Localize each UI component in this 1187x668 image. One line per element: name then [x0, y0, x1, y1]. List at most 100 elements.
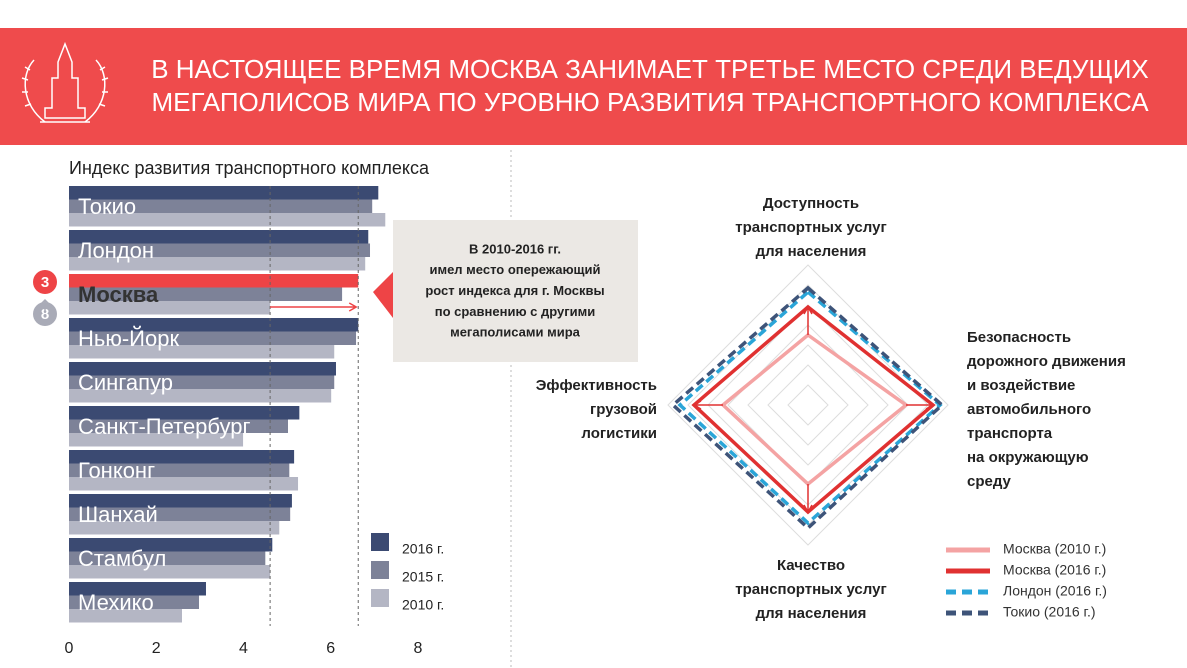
- radar-line: [670, 285, 945, 531]
- bar: [69, 362, 336, 376]
- annotation-text: по сравнению с другими: [435, 304, 596, 319]
- change-arrow: [803, 305, 813, 335]
- chart-title: Индекс развития транспортного комплекса: [69, 158, 430, 178]
- category-label: Токио: [78, 194, 136, 219]
- category-label: Сингапур: [78, 370, 173, 395]
- legend-label: 2015 г.: [402, 569, 444, 585]
- rank-badge: [33, 302, 57, 326]
- axis-label: Доступность: [763, 195, 859, 212]
- axis-label: и воздействие: [967, 377, 1075, 394]
- x-tick-label: 6: [326, 640, 335, 657]
- grid-ring: [767, 364, 849, 446]
- radar-line: [677, 289, 943, 526]
- legend-label: Токио (2016 г.): [1003, 604, 1096, 620]
- rank-badge: [33, 270, 57, 294]
- axis-label: автомобильного: [967, 401, 1091, 418]
- category-label: Москва: [78, 282, 159, 307]
- annotation-text: В 2010-2016 гг.: [469, 241, 561, 256]
- bar: [69, 551, 266, 565]
- change-arrow: [692, 400, 723, 410]
- axis-label: логистики: [581, 425, 657, 442]
- bar: [69, 463, 290, 477]
- bar: [69, 199, 373, 213]
- x-tick-label: 2: [152, 640, 161, 657]
- annotation-text: рост индекса для г. Москвы: [425, 283, 604, 298]
- logo: [21, 41, 109, 123]
- legend-label: Лондон (2016 г.): [1003, 583, 1107, 599]
- annotation-text: мегаполисами мира: [450, 325, 581, 340]
- category-label: Шанхай: [78, 502, 158, 527]
- bar: [69, 538, 273, 552]
- bar: [69, 345, 335, 359]
- bar: [69, 406, 300, 420]
- bar: [69, 450, 295, 464]
- axis-label: для населения: [756, 605, 867, 622]
- legend-label: 2010 г.: [402, 597, 444, 613]
- legend-label: Москва (2010 г.): [1003, 541, 1106, 557]
- category-label: Нью-Йорк: [78, 326, 179, 351]
- change-arrow: [270, 302, 358, 312]
- bar: [69, 301, 271, 315]
- bar: [69, 507, 291, 521]
- annotation-box: [393, 220, 638, 362]
- x-tick-label: 8: [414, 640, 423, 657]
- rank-label: 3: [41, 274, 49, 291]
- axis-label: Эффективность: [536, 377, 657, 394]
- legend-swatch: [371, 561, 389, 579]
- bar: [69, 243, 371, 257]
- axis-label: грузовой: [590, 401, 657, 418]
- bar: [69, 274, 359, 288]
- category-label: Гонконг: [78, 458, 155, 483]
- axis-label: Безопасность: [967, 329, 1071, 346]
- axis-label: на окружающую: [967, 449, 1089, 466]
- change-arrow: [906, 400, 935, 410]
- bar: [69, 213, 386, 227]
- legend-swatch: [371, 589, 389, 607]
- legend-label: 2016 г.: [402, 541, 444, 557]
- bar: [69, 494, 292, 508]
- rank-arrow: [40, 298, 50, 313]
- legend-swatch: [371, 533, 389, 551]
- bar: [69, 521, 280, 535]
- axis-label: среду: [967, 473, 1012, 490]
- bar: [69, 331, 357, 345]
- category-label: Лондон: [78, 238, 154, 263]
- bar: [69, 375, 335, 389]
- header-title: В НАСТОЯЩЕЕ ВРЕМЯ МОСКВА ЗАНИМАЕТ ТРЕТЬЕ…: [151, 54, 1149, 84]
- category-label: Мехико: [78, 590, 154, 615]
- bar: [69, 389, 332, 403]
- bar: [69, 230, 369, 244]
- annotation-pointer: [373, 272, 393, 318]
- grid-ring: [787, 384, 829, 426]
- bar: [69, 609, 182, 623]
- header-band: [0, 28, 1187, 145]
- category-label: Санкт-Петербург: [78, 414, 251, 439]
- bar: [69, 257, 366, 271]
- x-tick-label: 4: [239, 640, 248, 657]
- axis-label: Качество: [777, 557, 845, 574]
- bar: [69, 318, 359, 332]
- grid-ring: [747, 344, 869, 466]
- axis-label: дорожного движения: [967, 353, 1126, 370]
- bar: [69, 186, 379, 200]
- legend-label: Москва (2016 г.): [1003, 562, 1106, 578]
- grid-ring: [667, 264, 949, 546]
- bar: [69, 477, 299, 491]
- category-label: Стамбул: [78, 546, 166, 571]
- annotation-text: имел место опережающий: [429, 262, 600, 277]
- change-arrow: [803, 484, 813, 514]
- x-tick-label: 0: [65, 640, 74, 657]
- axis-label: для населения: [756, 243, 867, 260]
- bar: [69, 287, 343, 301]
- bar: [69, 433, 244, 447]
- rank-label: 8: [41, 306, 49, 323]
- bar: [69, 565, 271, 579]
- axis-label: транспортных услуг: [735, 581, 886, 598]
- header-title: МЕГАПОЛИСОВ МИРА ПО УРОВНЮ РАЗВИТИЯ ТРАН…: [151, 87, 1149, 117]
- bar: [69, 582, 206, 596]
- axis-label: транспортных услуг: [735, 219, 886, 236]
- bar: [69, 595, 200, 609]
- axis-label: транспорта: [967, 425, 1053, 442]
- bar: [69, 419, 288, 433]
